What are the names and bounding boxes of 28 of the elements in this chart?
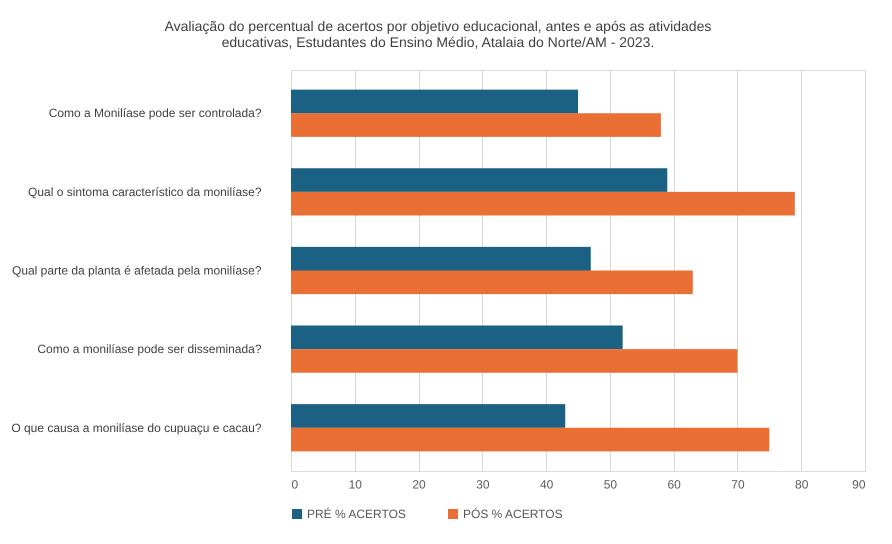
x-tick-label: 90 [852, 478, 866, 492]
x-tick-label: 40 [540, 478, 554, 492]
bar [291, 168, 668, 192]
bar [291, 326, 623, 350]
bar [291, 349, 738, 373]
y-tick-label: Qual o sintoma característico da monilíase? [28, 184, 262, 199]
legend-label: PÓS % ACERTOS [463, 507, 563, 521]
bar [291, 113, 661, 137]
bar [291, 270, 693, 294]
x-tick-label: 30 [476, 478, 490, 492]
x-tick-label: 0 [292, 478, 298, 492]
y-tick-label: Como a monilíase pode ser disseminada? [37, 342, 262, 356]
legend-label: PRÉ % ACERTOS [307, 507, 406, 521]
bar [291, 192, 795, 216]
chart-title: Avaliação do percentual de acertos por objetivo educacional, antes e após as atividades educativas, Estudantes do Ensino Médio, Atalaia do Norte/AM - 2023. [164, 18, 712, 50]
x-tick-label: 60 [667, 478, 682, 492]
bar [291, 428, 770, 452]
x-tick-label: 20 [412, 478, 426, 492]
bar [291, 90, 578, 114]
y-tick-label: Qual parte da planta é afetada pela monilíase? [12, 264, 262, 278]
bar [291, 404, 566, 428]
x-tick-label: 50 [604, 478, 618, 492]
bar [291, 246, 591, 270]
x-tick-label: 80 [795, 478, 809, 492]
x-tick-label: 70 [731, 478, 745, 492]
y-tick-label: Como a Monilíase pode ser controlada? [48, 106, 262, 120]
x-tick-label: 10 [348, 478, 362, 492]
y-tick-label: O que causa a monilíase do cupuaçu e cacau? [11, 420, 262, 435]
